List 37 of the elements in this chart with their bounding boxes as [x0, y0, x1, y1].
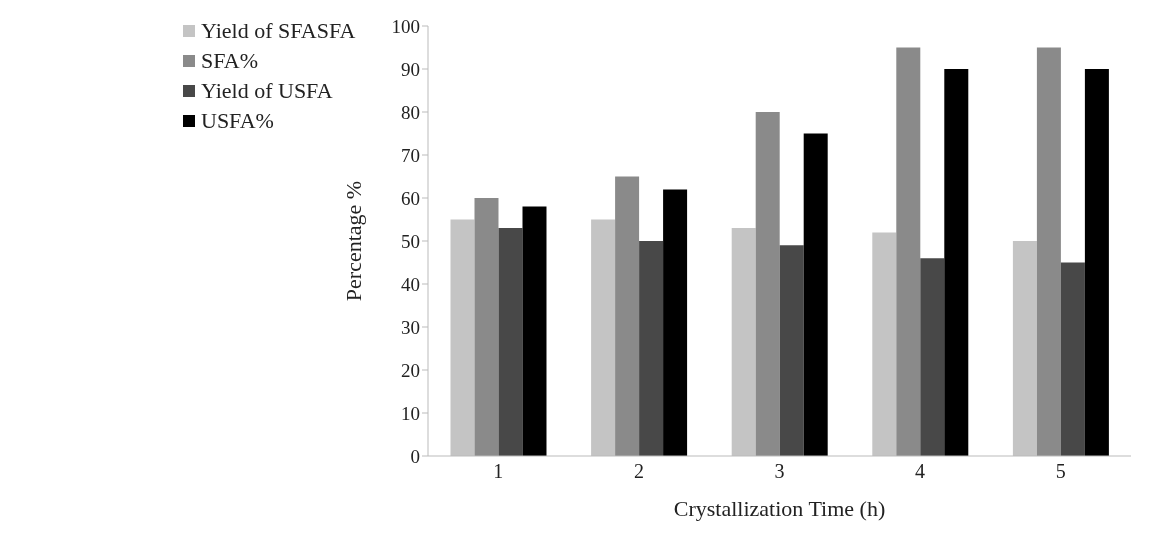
bar	[896, 47, 921, 456]
x-tick-label: 5	[1055, 460, 1066, 483]
bar	[639, 241, 664, 456]
bar	[615, 176, 640, 456]
y-tick-label: 90	[401, 58, 420, 80]
x-tick-label: 3	[774, 460, 785, 483]
y-tick-label: 60	[401, 187, 420, 209]
y-tick-label: 10	[401, 402, 420, 424]
bar	[1036, 47, 1061, 456]
legend-label: Yield of SFASFA	[201, 18, 356, 43]
bar	[1060, 262, 1085, 456]
y-tick-label: 70	[401, 144, 420, 166]
x-tick-label: 2	[633, 460, 644, 483]
y-tick-label: 50	[401, 230, 420, 252]
y-tick-label: 100	[391, 15, 420, 37]
bar	[920, 258, 945, 456]
y-tick-label: 30	[401, 316, 420, 338]
bar	[498, 228, 523, 456]
x-axis-title: Crystallization Time (h)	[673, 496, 886, 521]
bar	[474, 198, 499, 456]
x-tick-label: 1	[493, 460, 504, 483]
y-tick-label: 20	[401, 359, 420, 381]
legend-label: Yield of USFA	[201, 78, 333, 103]
x-tick-label: 4	[915, 460, 926, 483]
bar	[755, 112, 780, 456]
y-tick-label: 0	[410, 445, 420, 467]
bar	[1084, 69, 1109, 456]
bar	[522, 206, 547, 456]
bar	[944, 69, 969, 456]
bar	[803, 133, 828, 456]
legend-label: SFA%	[201, 48, 259, 73]
y-axis-title: Percentage %	[340, 180, 366, 302]
legend-label: USFA%	[201, 108, 274, 133]
bar	[663, 189, 688, 456]
y-tick-label: 40	[401, 273, 420, 295]
bar	[779, 245, 804, 456]
y-tick-label: 80	[401, 101, 420, 123]
